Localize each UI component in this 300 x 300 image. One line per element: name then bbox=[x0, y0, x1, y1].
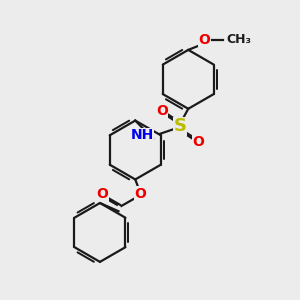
Text: O: O bbox=[156, 104, 168, 118]
Text: O: O bbox=[135, 187, 146, 201]
Text: O: O bbox=[192, 135, 204, 149]
Text: CH₃: CH₃ bbox=[226, 33, 252, 46]
Text: O: O bbox=[199, 33, 210, 46]
Text: S: S bbox=[173, 117, 187, 135]
Text: NH: NH bbox=[130, 128, 154, 142]
Text: O: O bbox=[96, 187, 108, 201]
